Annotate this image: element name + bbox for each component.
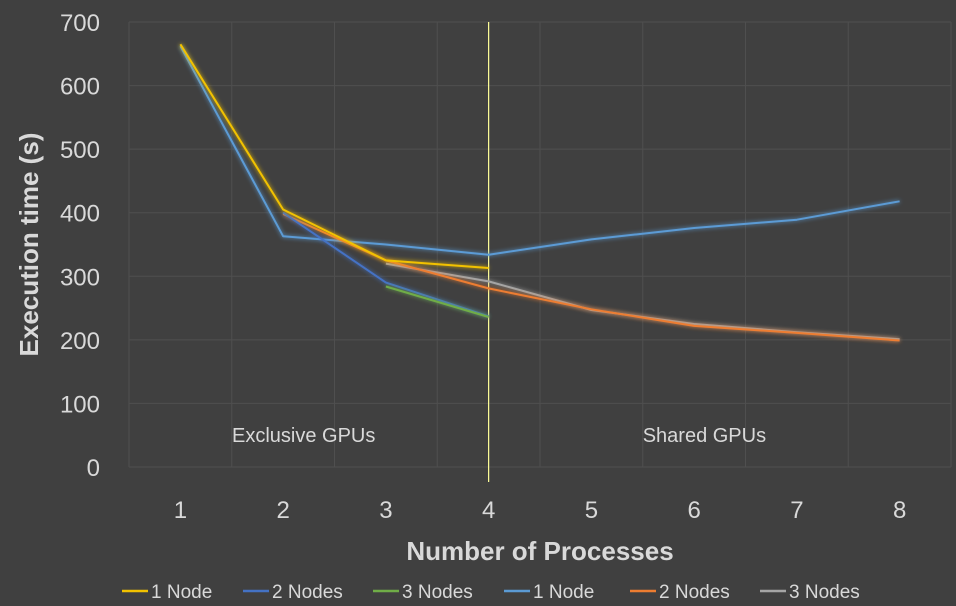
y-axis-ticks: 0 100 200 300 400 500 600 700 bbox=[60, 10, 100, 482]
legend-label: 2 Nodes bbox=[272, 582, 343, 603]
x-tick-label: 7 bbox=[790, 497, 803, 524]
x-tick-label: 4 bbox=[482, 497, 495, 524]
y-tick-label: 200 bbox=[60, 328, 100, 355]
x-tick-label: 1 bbox=[174, 497, 187, 524]
y-tick-label: 700 bbox=[60, 10, 100, 37]
gridlines bbox=[128, 21, 952, 468]
x-tick-label: 2 bbox=[276, 497, 289, 524]
y-tick-label: 0 bbox=[87, 455, 100, 482]
annotation-exclusive-gpus: Exclusive GPUs bbox=[232, 425, 375, 447]
y-axis-title: Execution time (s) bbox=[14, 133, 44, 357]
y-tick-label: 100 bbox=[60, 391, 100, 418]
y-tick-label: 400 bbox=[60, 201, 100, 228]
x-tick-label: 8 bbox=[893, 497, 906, 524]
series-line-4 bbox=[179, 45, 900, 256]
x-axis-ticks: 1 2 3 4 5 6 7 8 bbox=[174, 497, 907, 524]
x-tick-label: 3 bbox=[379, 497, 392, 524]
y-tick-label: 500 bbox=[60, 137, 100, 164]
x-tick-label: 5 bbox=[585, 497, 598, 524]
y-tick-label: 600 bbox=[60, 74, 100, 101]
legend: 1 Node 2 Nodes 3 Nodes 1 Node 2 Nodes 3 Nodes bbox=[122, 582, 860, 603]
legend-label: 3 Nodes bbox=[402, 582, 473, 603]
legend-label: 3 Nodes bbox=[789, 582, 860, 603]
legend-label: 1 Node bbox=[151, 582, 212, 603]
x-axis-title: Number of Processes bbox=[406, 536, 673, 566]
series-line-5 bbox=[282, 213, 900, 342]
legend-label: 2 Nodes bbox=[659, 582, 730, 603]
series-line-3 bbox=[385, 285, 489, 318]
series-lines bbox=[179, 43, 900, 342]
legend-label: 1 Node bbox=[533, 582, 594, 603]
series-line-1 bbox=[179, 43, 489, 269]
x-tick-label: 6 bbox=[687, 497, 700, 524]
y-tick-label: 300 bbox=[60, 264, 100, 291]
annotation-shared-gpus: Shared GPUs bbox=[643, 425, 766, 447]
series-line-2 bbox=[282, 211, 489, 318]
